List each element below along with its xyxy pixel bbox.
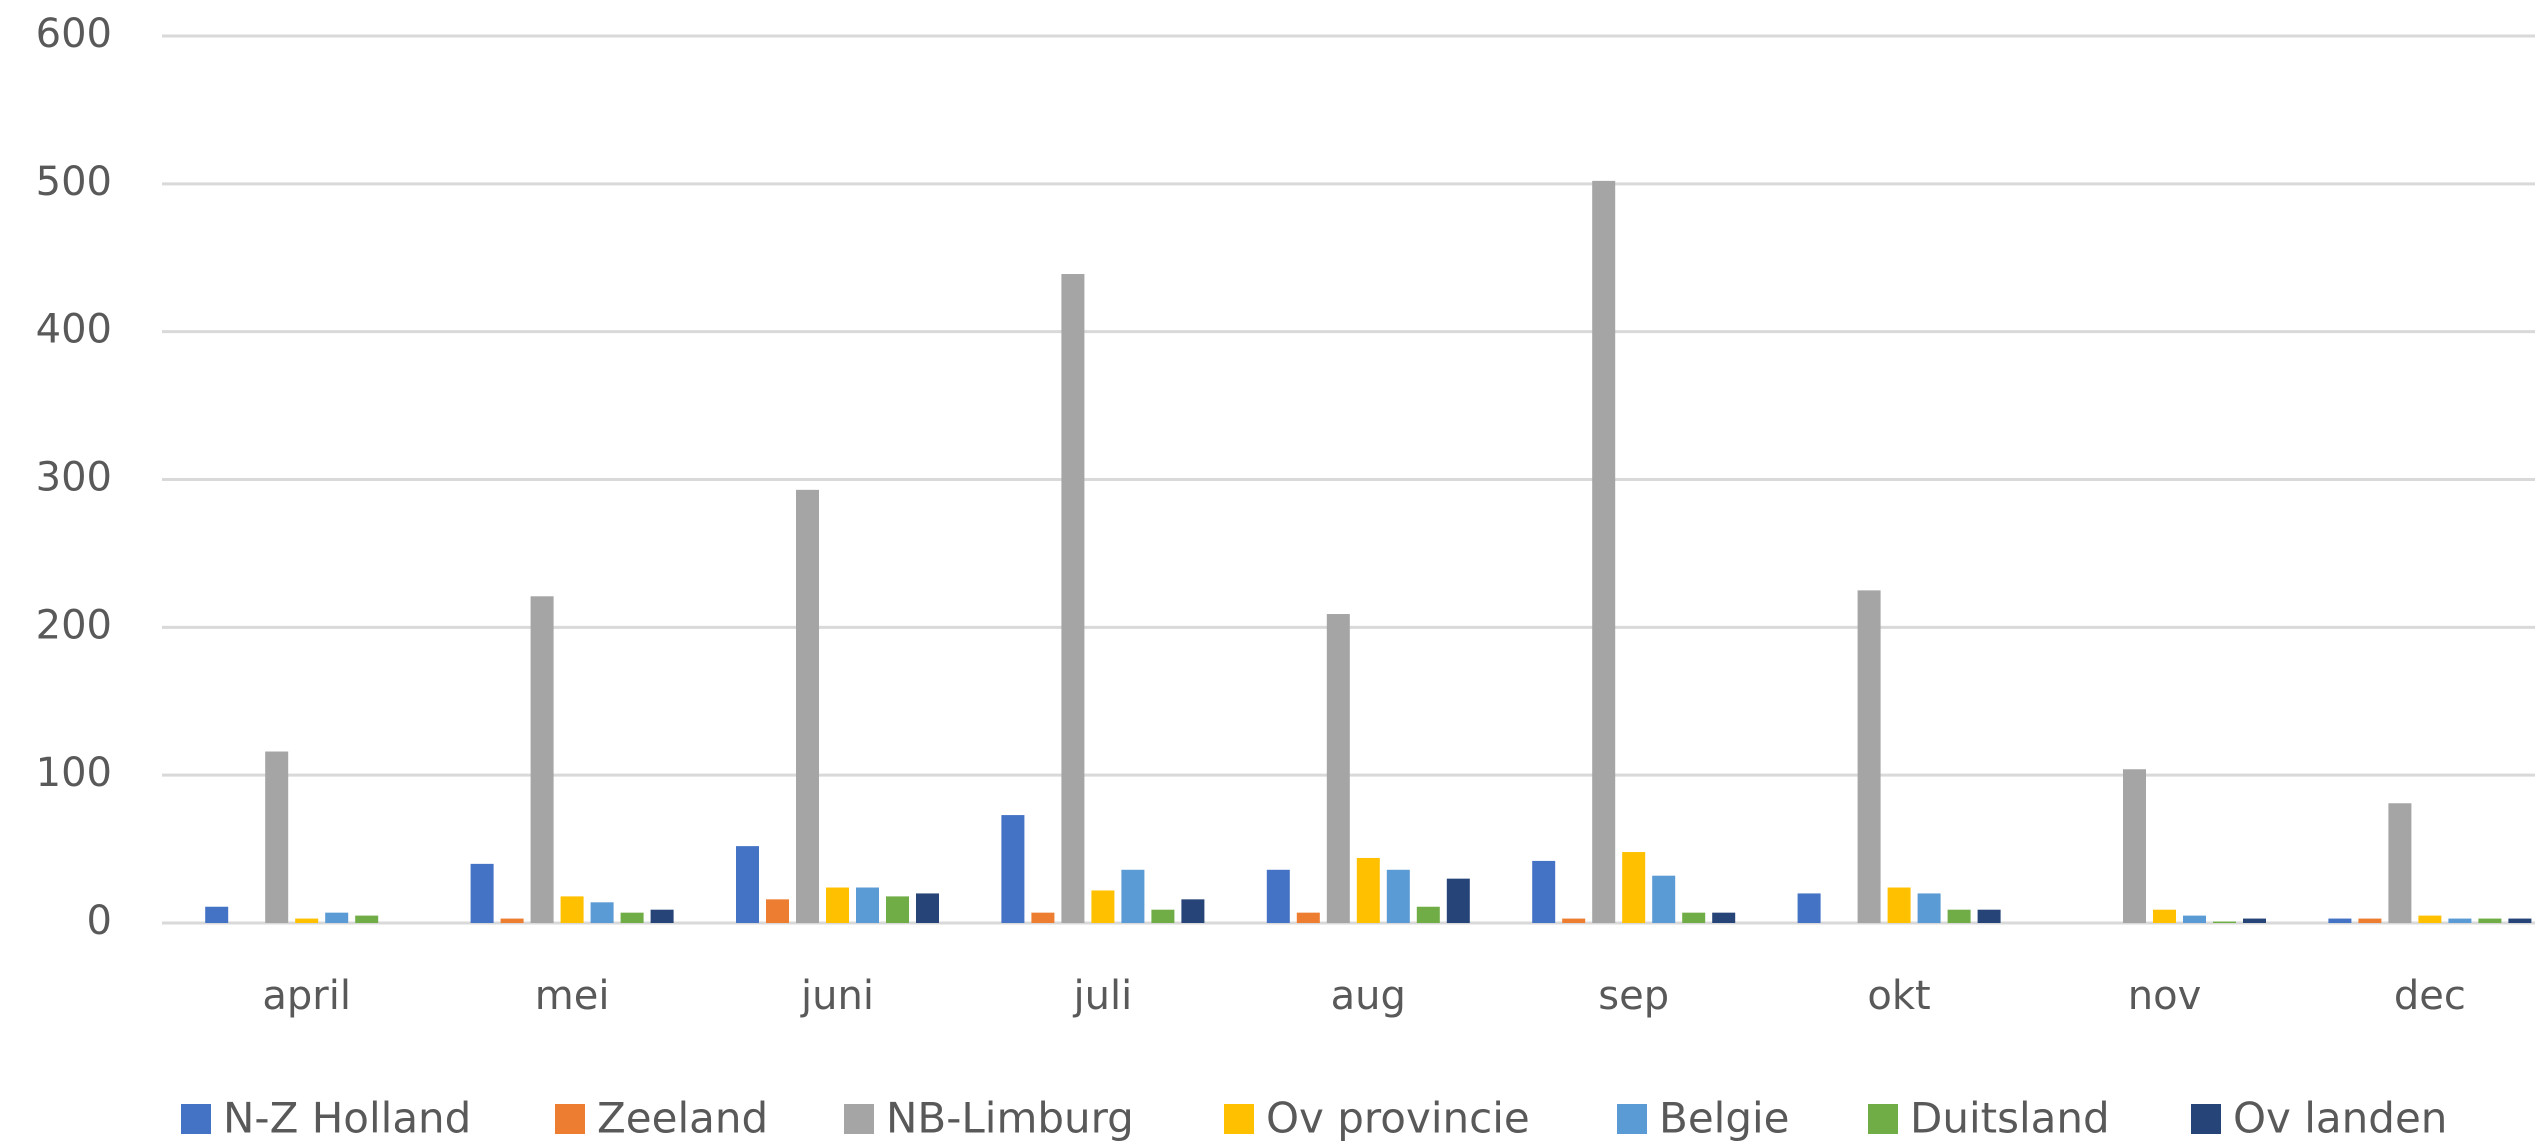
- x-tick-label: aug: [1331, 973, 1406, 1019]
- bar: [205, 906, 229, 923]
- bar: [1386, 869, 1410, 923]
- bar: [1151, 909, 1175, 923]
- bar: [1446, 878, 1470, 923]
- bar: [1031, 912, 1055, 923]
- bar: [826, 887, 849, 923]
- bar: [295, 918, 319, 923]
- bar: [1532, 860, 1556, 923]
- bar: [796, 489, 819, 923]
- x-tick-label: dec: [2394, 973, 2466, 1019]
- legend-swatch: [1868, 1104, 1898, 1134]
- bar: [530, 596, 554, 923]
- y-tick-label: 400: [36, 307, 112, 353]
- bar: [2243, 918, 2266, 923]
- bar: [325, 912, 349, 923]
- legend-swatch: [1224, 1104, 1254, 1134]
- bar: [620, 912, 644, 923]
- bar: [1296, 912, 1320, 923]
- bar: [2508, 918, 2532, 923]
- bar: [1977, 909, 2001, 923]
- bar: [1266, 869, 1290, 923]
- legend-label: Zeeland: [597, 1094, 768, 1143]
- x-tick-label: okt: [1867, 973, 1930, 1019]
- legend-swatch: [181, 1104, 211, 1134]
- bar: [1121, 869, 1145, 923]
- bar: [1562, 918, 1586, 923]
- y-tick-label: 300: [36, 455, 112, 501]
- legend-swatch: [555, 1104, 585, 1134]
- bar: [1061, 274, 1085, 923]
- bar: [1947, 909, 1971, 923]
- y-tick-label: 600: [36, 11, 112, 57]
- bar: [265, 751, 289, 923]
- bar: [1682, 912, 1706, 923]
- bar: [355, 915, 379, 923]
- bar: [1416, 906, 1440, 923]
- legend-swatch: [844, 1104, 874, 1134]
- bar: [1592, 180, 1616, 924]
- bar: [736, 846, 759, 923]
- bar: [2153, 909, 2176, 923]
- bar: [1712, 912, 1736, 923]
- bar: [1857, 590, 1881, 923]
- x-tick-label: sep: [1598, 973, 1669, 1019]
- bar: [1001, 815, 1025, 923]
- bar: [2478, 918, 2502, 923]
- bar: [1917, 893, 1941, 923]
- bar: [1797, 893, 1821, 923]
- bar: [2418, 915, 2442, 923]
- bar: [650, 909, 674, 923]
- bar: [2448, 918, 2472, 923]
- legend-swatch: [1617, 1104, 1647, 1134]
- x-tick-label: juni: [800, 973, 874, 1019]
- bar: [2388, 803, 2412, 923]
- bar: [2123, 769, 2146, 923]
- legend-label: Belgie: [1659, 1094, 1790, 1143]
- legend-label: Ov landen: [2233, 1094, 2447, 1143]
- bar: [1326, 614, 1350, 923]
- legend-label: Ov provincie: [1266, 1094, 1530, 1143]
- bar: [1181, 899, 1205, 923]
- y-tick-label: 100: [36, 750, 112, 796]
- bar: [766, 899, 789, 923]
- bar: [2358, 918, 2382, 923]
- y-tick-label: 500: [36, 159, 112, 205]
- legend-label: Duitsland: [1910, 1094, 2110, 1143]
- bar: [856, 887, 879, 923]
- x-tick-label: nov: [2128, 973, 2202, 1019]
- bar: [1356, 857, 1380, 923]
- bar: [2328, 918, 2352, 923]
- x-tick-label: juli: [1073, 973, 1133, 1019]
- bar: [916, 893, 939, 923]
- y-tick-label: 0: [87, 898, 112, 944]
- legend-label: N-Z Holland: [223, 1094, 471, 1143]
- bar: [886, 896, 909, 923]
- bar: [500, 918, 524, 923]
- bar: [470, 863, 494, 923]
- legend-label: NB-Limburg: [886, 1094, 1134, 1143]
- bar: [2183, 915, 2206, 923]
- bar: [1622, 852, 1646, 923]
- bar: [560, 896, 584, 923]
- x-tick-label: april: [262, 973, 351, 1019]
- bar: [2213, 921, 2236, 923]
- y-tick-label: 200: [36, 602, 112, 648]
- bar: [1091, 890, 1115, 923]
- x-tick-label: mei: [535, 973, 610, 1019]
- bar: [1887, 887, 1911, 923]
- bar: [1652, 875, 1676, 923]
- bar: [590, 902, 614, 923]
- legend-swatch: [2191, 1104, 2221, 1134]
